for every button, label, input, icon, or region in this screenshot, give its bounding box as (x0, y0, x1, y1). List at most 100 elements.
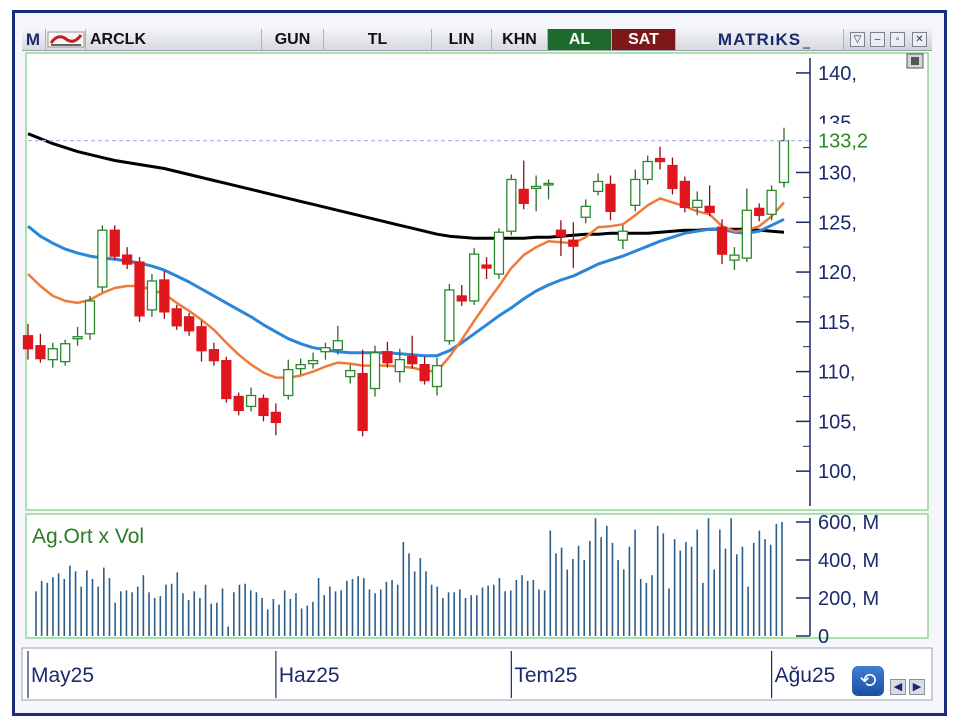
candle-up (778, 139, 790, 184)
candle-down (233, 395, 244, 412)
candle-down (716, 226, 728, 255)
candle-up (506, 178, 517, 232)
symbol-logo-icon[interactable] (46, 29, 86, 50)
volume-panel-title: Ag.Ort x Vol (32, 525, 144, 548)
buy-button[interactable]: AL (548, 29, 612, 50)
price-tick-label: 120, (818, 262, 857, 284)
candle-up (295, 363, 306, 370)
scroll-right-icon[interactable]: ▶ (909, 679, 925, 695)
date-axis: May25 Haz25 Tem25 Ağu25 (27, 651, 836, 698)
candle-down (109, 229, 120, 257)
candle-down (605, 183, 616, 212)
candle-up (283, 368, 294, 397)
scroll-left-icon[interactable]: ◀ (890, 679, 906, 695)
currency-button[interactable]: TL (324, 29, 432, 50)
candle-up (741, 209, 752, 259)
candle-up (642, 160, 653, 181)
matriks-m-logo: M (22, 29, 46, 50)
candle-down (481, 264, 492, 269)
candle-up (543, 182, 554, 186)
price-tick-label: 140, (818, 63, 857, 85)
sell-button[interactable]: SAT (612, 29, 676, 50)
scroll-arrows: ◀ ▶ (888, 677, 930, 695)
dropdown-icon[interactable]: ▽ (850, 32, 865, 47)
candle-up (630, 178, 641, 206)
candle-down (704, 205, 715, 213)
candle-up (245, 394, 257, 408)
price-tick-label: 105, (818, 411, 857, 433)
ma-long-line (27, 132, 785, 240)
volume-bars (35, 518, 783, 636)
candle-up (345, 369, 356, 378)
period-button[interactable]: GUN (262, 29, 324, 50)
label-mask (814, 123, 874, 138)
candle-up (431, 364, 443, 388)
volume-tick-label: 0 (818, 626, 829, 648)
candle-down (121, 254, 133, 265)
candle-up (530, 185, 542, 190)
candle-up (369, 352, 381, 390)
mode-button[interactable]: KHN (492, 29, 548, 50)
candle-up (307, 359, 319, 365)
candle-down (221, 359, 232, 400)
price-tick-label: 115, (818, 312, 855, 334)
date-label: May25 (31, 664, 94, 687)
candle-down (159, 279, 170, 313)
candle-up (766, 189, 777, 215)
candle-down (357, 372, 368, 431)
price-tick-label: 110, (818, 362, 855, 384)
chart-toolbar: M ARCLK GUN TL LIN KHN AL SAT MATRıKS ▽ … (22, 29, 932, 51)
candle-down (270, 411, 282, 424)
date-label: Tem25 (514, 664, 577, 687)
scale-button[interactable]: LIN (432, 29, 492, 50)
candle-down (419, 363, 430, 382)
ma-mid-line (27, 217, 785, 358)
matriks-brand: MATRıKS (676, 29, 844, 50)
close-icon[interactable]: ✕ (912, 32, 927, 47)
candle-down (171, 308, 182, 327)
candle-down (654, 157, 666, 163)
arcelik-logo-icon (47, 31, 85, 48)
candle-down (258, 397, 269, 417)
date-strip (21, 647, 933, 701)
date-label: Ağu25 (775, 664, 836, 687)
restore-icon[interactable]: ▫ (890, 32, 905, 47)
symbol-field[interactable]: ARCLK (86, 29, 262, 50)
candle-down (134, 261, 145, 317)
candle-down (518, 188, 529, 205)
refresh-icon[interactable]: ⟲ (852, 666, 884, 696)
last-price-marker: 133,2 (28, 131, 868, 153)
candle-down (208, 349, 220, 362)
candle-up (469, 253, 480, 302)
candle-up (394, 359, 405, 373)
candle-down (555, 229, 567, 237)
candle-up (146, 280, 158, 311)
candle-down (35, 345, 46, 360)
candle-up (692, 199, 703, 208)
candle-down (754, 207, 765, 216)
candle-up (84, 300, 96, 335)
candle-down (407, 356, 418, 365)
candle-down (22, 335, 34, 350)
volume-tick-label: 400, M (818, 550, 879, 572)
volume-tick-label: 200, M (818, 588, 879, 610)
candlesticks (22, 127, 790, 437)
price-axis: 100,105,110,115,120,125,130,140,135 (796, 47, 874, 483)
candle-down (456, 295, 467, 302)
candle-up (592, 180, 604, 193)
date-label: Haz25 (279, 664, 340, 687)
candle-down (568, 239, 579, 247)
candle-up (72, 336, 83, 340)
candle-down (667, 164, 678, 190)
candle-up (47, 348, 58, 361)
minimize-icon[interactable]: – (870, 32, 885, 47)
last-price-label: 133,2 (818, 131, 868, 153)
candle-down (183, 316, 195, 332)
candle-up (320, 347, 331, 353)
price-tick-label: 100, (818, 461, 857, 483)
candle-up (493, 231, 505, 275)
panel-knob-inner (911, 57, 919, 65)
candle-up (332, 340, 343, 351)
price-tick-label: 130, (818, 162, 857, 184)
